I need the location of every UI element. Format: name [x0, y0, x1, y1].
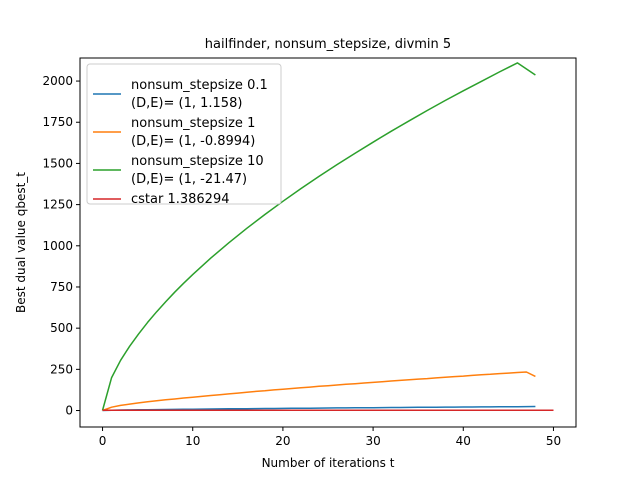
- y-axis-label: Best dual value qbest_t: [14, 172, 28, 313]
- y-tick-label: 1750: [42, 115, 73, 129]
- legend-label: nonsum_stepsize 1: [131, 116, 255, 131]
- x-tick-label: 50: [546, 434, 561, 448]
- x-axis-label: Number of iterations t: [262, 456, 395, 470]
- y-axis-ticks: 0 250 500 750 1000 1250 1500 1750 2000: [42, 74, 80, 418]
- y-tick-label: 2000: [42, 74, 73, 88]
- legend-label: (D,E)= (1, -21.47): [131, 172, 247, 187]
- legend: nonsum_stepsize 0.1 (D,E)= (1, 1.158) nons…: [86, 63, 282, 207]
- y-tick-label: 1500: [42, 156, 73, 170]
- x-tick-label: 10: [185, 434, 200, 448]
- x-tick-label: 40: [456, 434, 471, 448]
- y-tick-label: 250: [50, 362, 73, 376]
- series-line-0: [102, 405, 536, 412]
- y-tick-label: 1250: [42, 198, 73, 212]
- y-tick-label: 1000: [42, 239, 73, 253]
- axes-frame: [79, 57, 577, 428]
- x-tick-label: 20: [275, 434, 290, 448]
- legend-label: nonsum_stepsize 0.1: [131, 78, 268, 93]
- y-tick-label: 0: [65, 404, 73, 418]
- legend-box: [86, 63, 282, 205]
- legend-label: (D,E)= (1, 1.158): [131, 96, 242, 111]
- x-tick-label: 0: [99, 434, 107, 448]
- x-tick-label: 30: [365, 434, 380, 448]
- y-tick-label: 750: [50, 280, 73, 294]
- legend-label: cstar 1.386294: [131, 192, 230, 207]
- x-axis-ticks: 0 10 20 30 40 50: [99, 427, 561, 448]
- legend-label: nonsum_stepsize 10: [131, 154, 264, 169]
- legend-label: (D,E)= (1, -0.8994): [131, 134, 255, 149]
- y-tick-label: 500: [50, 321, 73, 335]
- plot-lines: [101, 62, 554, 412]
- chart-title: hailfinder, nonsum_stepsize, divmin 5: [205, 37, 451, 52]
- series-line-2: [101, 62, 536, 411]
- series-line-1: [102, 371, 536, 412]
